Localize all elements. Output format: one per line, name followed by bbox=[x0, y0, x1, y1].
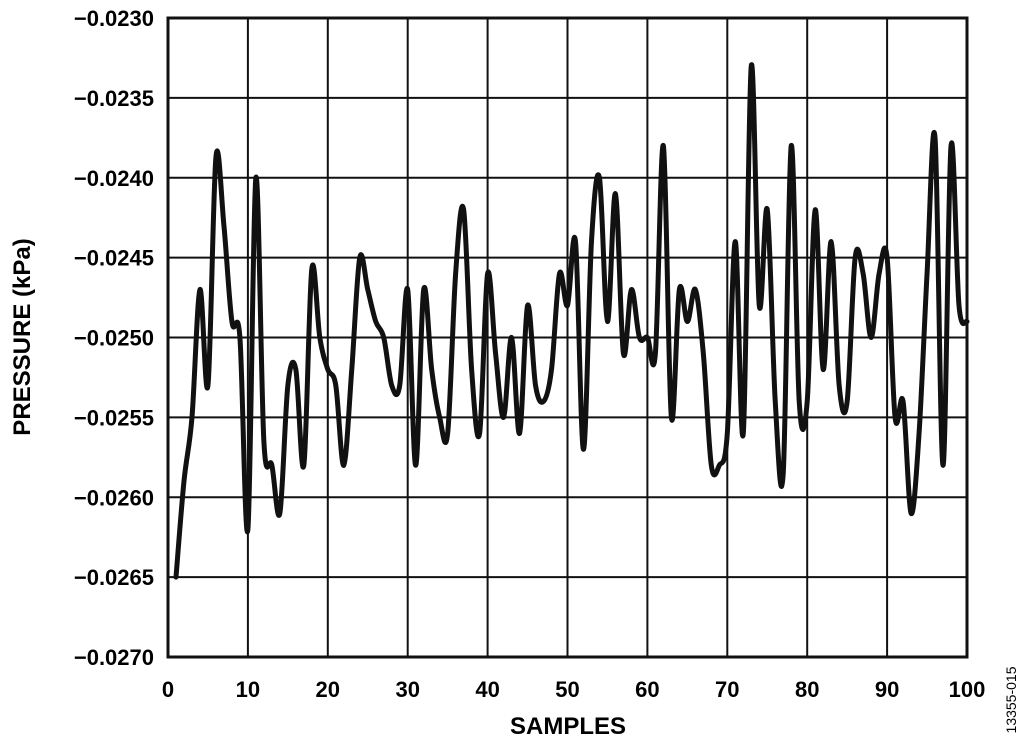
x-tick-label: 30 bbox=[395, 677, 419, 702]
x-tick-label: 20 bbox=[316, 677, 340, 702]
grid-lines bbox=[167, 17, 968, 658]
x-tick-label: 50 bbox=[555, 677, 579, 702]
y-tick-label: −0.0265 bbox=[74, 565, 154, 590]
y-tick-label: −0.0255 bbox=[74, 405, 154, 430]
x-tick-label: 40 bbox=[475, 677, 499, 702]
x-tick-label: 70 bbox=[715, 677, 739, 702]
y-tick-label: −0.0235 bbox=[74, 86, 154, 111]
pressure-series-line bbox=[173, 62, 970, 580]
x-tick-label: 80 bbox=[795, 677, 819, 702]
x-tick-label: 90 bbox=[875, 677, 899, 702]
x-tick-label: 100 bbox=[949, 677, 986, 702]
x-axis-title: SAMPLES bbox=[510, 713, 626, 740]
x-tick-labels: 0 10 20 30 40 50 60 70 80 90 100 bbox=[162, 677, 985, 702]
x-tick-label: 10 bbox=[236, 677, 260, 702]
x-tick-label: 0 bbox=[162, 677, 174, 702]
plot-frame bbox=[166, 16, 969, 659]
y-tick-label: −0.0260 bbox=[74, 485, 154, 510]
y-tick-label: −0.0230 bbox=[74, 6, 154, 31]
y-tick-label: −0.0270 bbox=[74, 645, 154, 670]
y-tick-label: −0.0240 bbox=[74, 166, 154, 191]
y-axis-title: PRESSURE (kPa) bbox=[9, 238, 36, 435]
x-tick-label: 60 bbox=[635, 677, 659, 702]
figure-id-label: 13355-015 bbox=[1003, 666, 1019, 733]
y-tick-label: −0.0245 bbox=[74, 246, 154, 271]
y-tick-label: −0.0250 bbox=[74, 326, 154, 351]
y-tick-labels: −0.0230 −0.0235 −0.0240 −0.0245 −0.0250 −0.02… bbox=[74, 6, 154, 670]
